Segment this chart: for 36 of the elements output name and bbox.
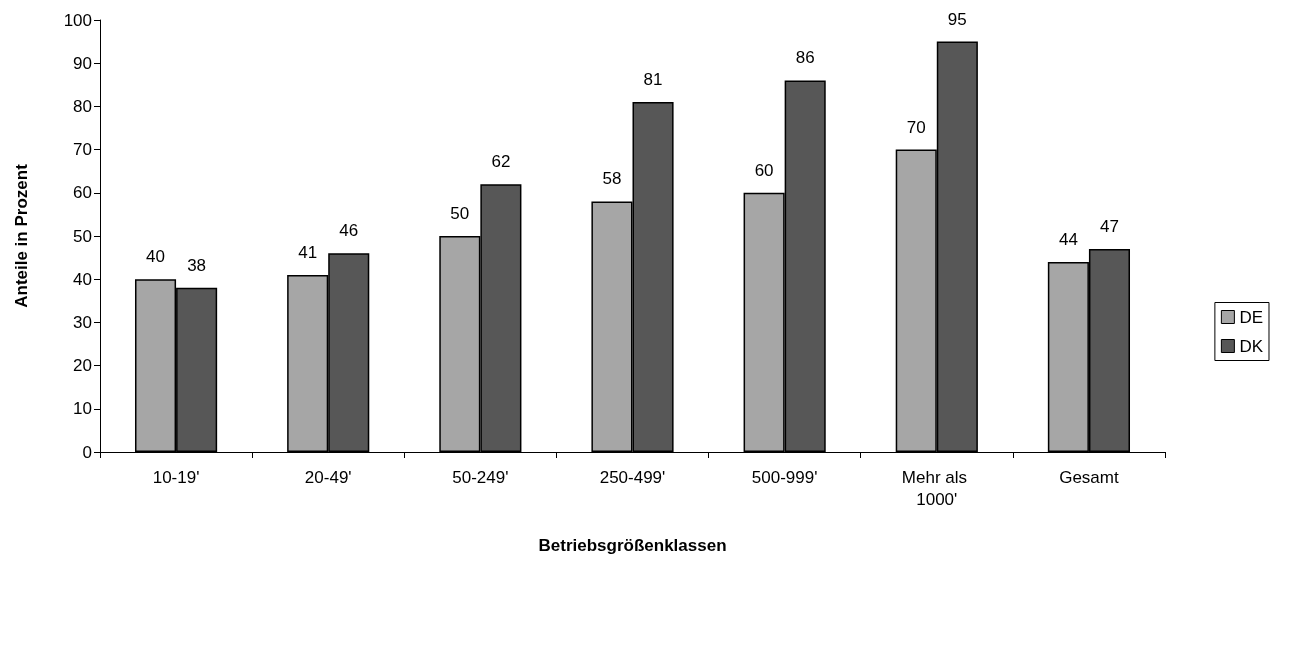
y-tick-label: 90 [73, 53, 92, 73]
data-label: 40 [146, 247, 165, 267]
data-label: 44 [1058, 229, 1078, 249]
data-label: 58 [602, 169, 622, 189]
y-tick-label: 80 [73, 96, 92, 116]
x-tick-label: Gesamt [1059, 467, 1119, 487]
y-tick-label: 0 [82, 442, 92, 462]
data-label: 60 [754, 160, 774, 180]
x-tick-label: 50-249' [452, 467, 509, 487]
data-label: 47 [1100, 216, 1119, 236]
data-label: 62 [491, 152, 511, 172]
x-tick-label: 10-19' [152, 467, 200, 487]
y-tick-label: 30 [73, 312, 92, 332]
x-axis-title: Betriebsgrößenklassen [538, 536, 727, 555]
x-tick-label: 250-499' [599, 467, 666, 487]
data-label: 41 [298, 242, 318, 262]
x-tick-label: 20-49' [304, 467, 352, 487]
legend-label: DK [1239, 336, 1264, 356]
y-tick-label: 50 [73, 226, 92, 246]
data-label: 46 [339, 221, 359, 241]
y-tick-label: 60 [73, 183, 92, 203]
data-label: 95 [947, 9, 967, 29]
y-tick-label: 20 [73, 356, 92, 376]
data-label: 86 [795, 48, 815, 68]
data-label: 50 [450, 204, 470, 223]
x-tick-label: Mehr als 1000' [901, 467, 972, 509]
x-tick-label: 500-999' [751, 467, 818, 487]
y-tick-label: 10 [73, 399, 92, 419]
y-tick-label: 70 [73, 140, 92, 160]
y-tick-label: 40 [73, 269, 92, 289]
data-label: 81 [643, 70, 663, 90]
legend-label: DE [1239, 307, 1264, 327]
data-label: 38 [187, 255, 207, 275]
y-tick-label: 100 [63, 10, 92, 30]
data-label: 70 [906, 117, 926, 137]
y-axis-title: Anteile in Prozent [12, 163, 31, 308]
